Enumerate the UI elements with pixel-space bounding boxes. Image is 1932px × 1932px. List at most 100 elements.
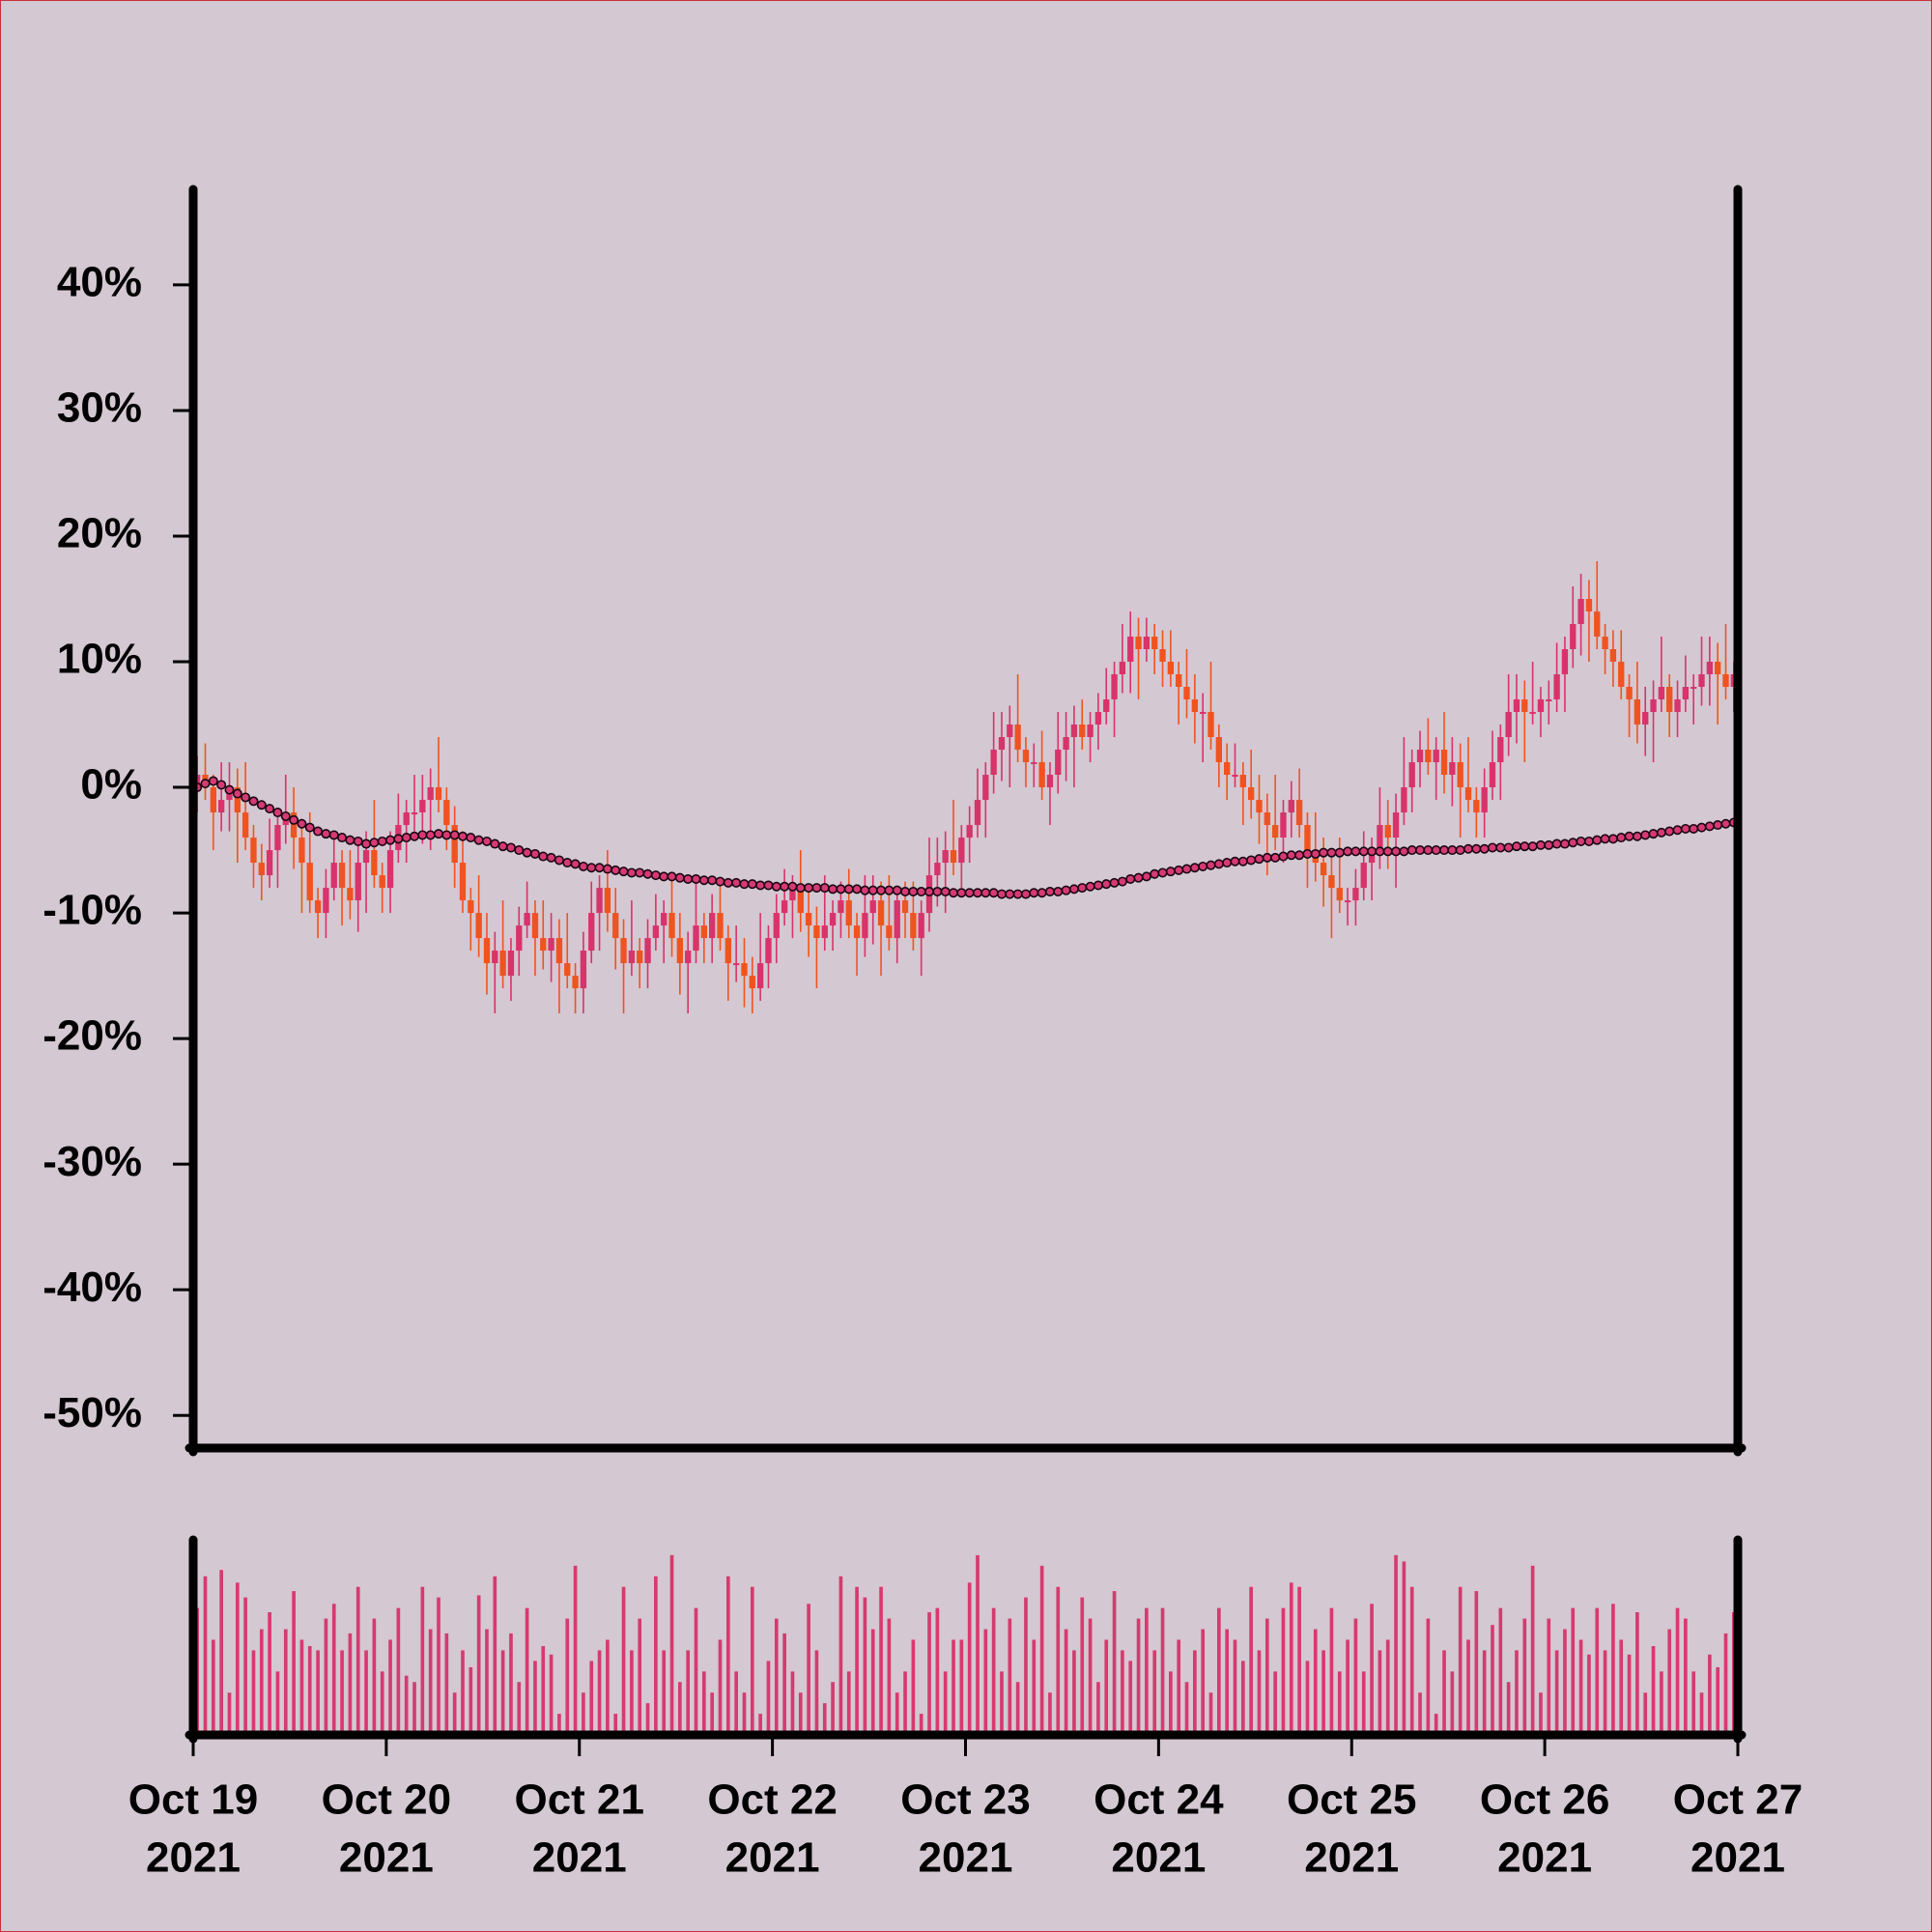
candle-body: [1473, 800, 1480, 813]
volume-bar: [911, 1639, 916, 1735]
volume-bar: [846, 1671, 851, 1735]
volume-bar: [718, 1639, 723, 1735]
volume-bar: [1088, 1618, 1093, 1735]
candle-body: [685, 951, 692, 964]
ma-dot: [867, 885, 878, 895]
volume-bar: [573, 1565, 578, 1735]
volume-bar: [1064, 1629, 1068, 1735]
volume-bar: [725, 1576, 730, 1735]
volume-bar: [991, 1607, 996, 1735]
candle-body: [637, 951, 643, 964]
volume-bar: [606, 1639, 610, 1735]
volume-bar: [1723, 1633, 1728, 1735]
ma-dot: [771, 881, 781, 892]
candle-body: [894, 900, 900, 939]
ma-dot: [1583, 836, 1594, 846]
ma-dot: [1624, 831, 1634, 841]
candle-body: [1087, 724, 1094, 738]
volume-bar: [203, 1576, 208, 1735]
ma-dot: [1527, 841, 1538, 852]
ma-dot: [1375, 846, 1385, 857]
candle-body: [1352, 888, 1359, 901]
candle-body: [1570, 624, 1577, 650]
candle-body: [1135, 637, 1142, 650]
ma-dot: [377, 836, 387, 846]
candle-body: [1304, 825, 1311, 851]
ma-dot: [908, 886, 919, 896]
ma-dot: [1447, 845, 1458, 856]
volume-bar: [613, 1714, 618, 1735]
ma-dot: [642, 868, 653, 879]
volume-bar: [476, 1595, 481, 1735]
candle-body: [1127, 637, 1134, 663]
ma-dot: [505, 842, 516, 853]
candle-body: [1658, 687, 1665, 700]
ma-dot: [715, 876, 725, 887]
ma-dot: [659, 871, 669, 882]
candle-body: [1031, 762, 1037, 765]
candle-body: [1377, 825, 1383, 851]
volume-bar: [1353, 1618, 1358, 1735]
ma-dot: [635, 867, 645, 878]
volume-bar: [565, 1618, 570, 1735]
ma-dot: [256, 800, 267, 810]
volume-bar: [1032, 1639, 1037, 1735]
candle-body: [700, 925, 708, 939]
volume-bar: [1361, 1671, 1366, 1735]
candle-body: [1449, 762, 1456, 776]
candle-body: [306, 863, 313, 901]
volume-bar: [452, 1692, 457, 1735]
ma-dot: [1198, 861, 1208, 871]
x-tick-label: Oct 22: [707, 1776, 838, 1824]
ma-dot: [611, 865, 621, 875]
ma-dot: [1664, 826, 1675, 837]
ma-dot: [1600, 834, 1610, 844]
y-tick-label: -20%: [43, 1012, 142, 1060]
ma-dot: [819, 883, 830, 894]
candle-body: [661, 913, 668, 926]
ma-dot: [361, 838, 372, 849]
candle-body: [403, 812, 410, 826]
candle-body: [274, 825, 281, 851]
volume-bar: [734, 1671, 738, 1735]
ma-dot: [852, 884, 863, 895]
volume-bar: [1394, 1554, 1398, 1735]
ma-dot: [1616, 833, 1627, 843]
candle-body: [1577, 598, 1584, 625]
ma-dot: [337, 833, 348, 843]
ma-dot: [683, 873, 694, 884]
volume-bar: [1193, 1650, 1197, 1735]
volume-bar: [541, 1646, 546, 1735]
candle-body: [1183, 687, 1190, 700]
ma-dot: [1319, 847, 1329, 858]
y-tick-label: -10%: [43, 887, 142, 934]
candle-body: [217, 800, 225, 813]
ma-dot: [876, 885, 887, 895]
volume-bar: [428, 1629, 433, 1735]
candle-body: [869, 900, 876, 914]
volume-bar: [1112, 1591, 1117, 1735]
volume-bar: [1201, 1629, 1206, 1735]
candle-body: [1119, 662, 1126, 675]
ma-dot: [425, 830, 436, 840]
candle-body: [379, 875, 385, 889]
y-tick-label: 0%: [80, 761, 142, 809]
volume-bar: [1273, 1671, 1277, 1735]
volume-bar: [1072, 1650, 1076, 1735]
volume-bar: [1289, 1582, 1293, 1735]
ma-dot: [1520, 841, 1530, 852]
volume-bar: [259, 1629, 264, 1735]
ma-dot: [1125, 873, 1136, 884]
x-tick-label: 2021: [146, 1834, 241, 1882]
ma-dot: [1310, 848, 1321, 859]
candle-body: [1022, 750, 1030, 763]
ma-dot: [1511, 841, 1521, 852]
ma-dot: [667, 871, 677, 882]
ma-dot: [1133, 872, 1144, 883]
volume-bar: [533, 1661, 537, 1735]
candle-body: [877, 900, 885, 926]
volume-bar: [645, 1703, 650, 1735]
ma-dot: [546, 852, 556, 863]
candle-body: [1223, 762, 1231, 776]
volume-bar: [388, 1639, 392, 1735]
